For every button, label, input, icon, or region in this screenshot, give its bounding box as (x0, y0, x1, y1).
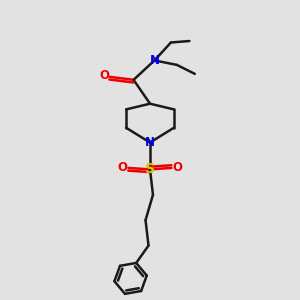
Text: O: O (118, 161, 128, 174)
Text: O: O (99, 69, 109, 82)
Text: S: S (145, 162, 155, 176)
Text: N: N (145, 136, 155, 149)
Text: N: N (149, 54, 160, 67)
Text: O: O (172, 161, 182, 174)
